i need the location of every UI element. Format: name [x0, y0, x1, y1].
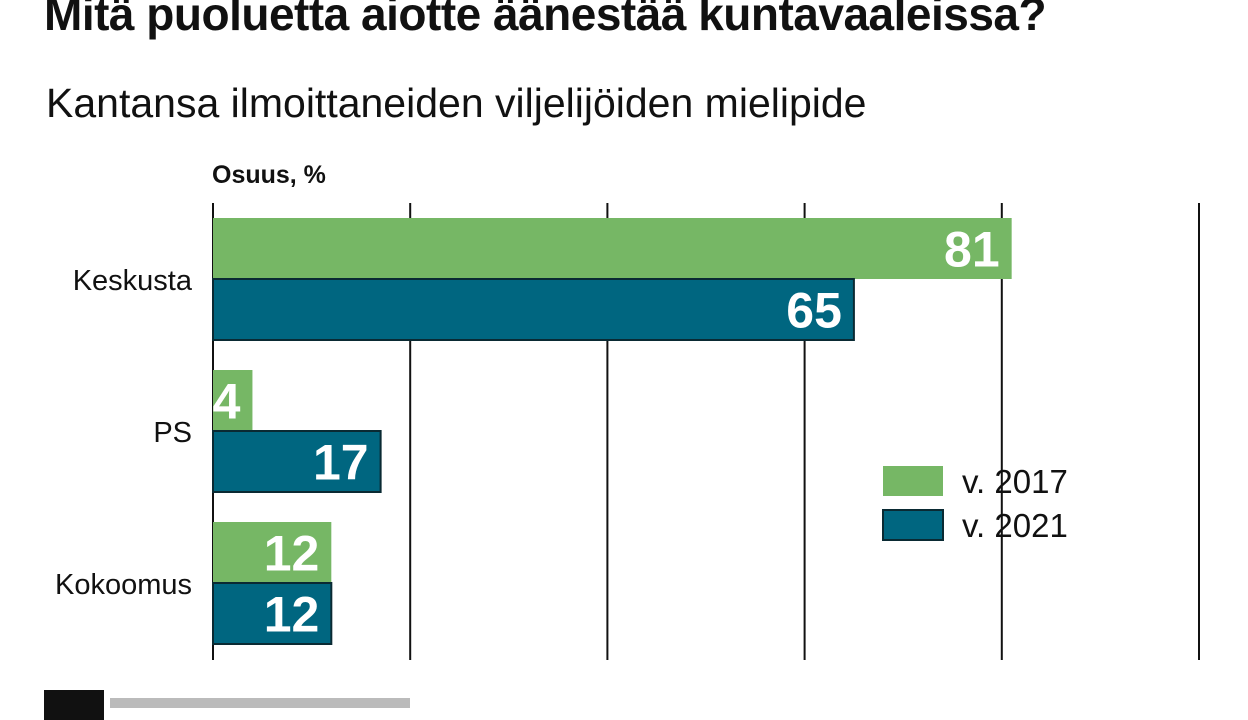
footer-credit-line: [110, 698, 410, 708]
data-label: 65: [786, 283, 842, 339]
category-label: Kokoomus: [55, 569, 192, 601]
bar-ps-2017: [213, 370, 253, 431]
data-label: 12: [264, 526, 320, 582]
category-label: PS: [153, 417, 192, 449]
data-label: 4: [213, 374, 241, 430]
legend-swatch: [882, 509, 944, 541]
bar-keskusta-2017: [213, 218, 1012, 279]
axis-unit-label: Osuus, %: [212, 161, 326, 189]
bar-ps-2021: [212, 430, 382, 493]
chart-subtitle: Kantansa ilmoittaneiden viljelijöiden mi…: [46, 80, 867, 126]
bar-kokoomus-2017: [213, 522, 332, 583]
bar-keskusta-2021: [212, 278, 855, 341]
data-label: 81: [944, 222, 1000, 278]
category-label: Keskusta: [73, 265, 193, 297]
legend-label: v. 2017: [962, 463, 1068, 500]
data-label: 17: [313, 435, 369, 491]
legend-swatch: [883, 466, 943, 496]
chart-title: Mitä puoluetta aiotte äänestää kuntavaal…: [44, 0, 1047, 40]
legend-label: v. 2021: [962, 507, 1068, 544]
bar-kokoomus-2021: [212, 582, 333, 645]
logo-mark: [44, 690, 104, 720]
data-label: 12: [264, 587, 320, 643]
